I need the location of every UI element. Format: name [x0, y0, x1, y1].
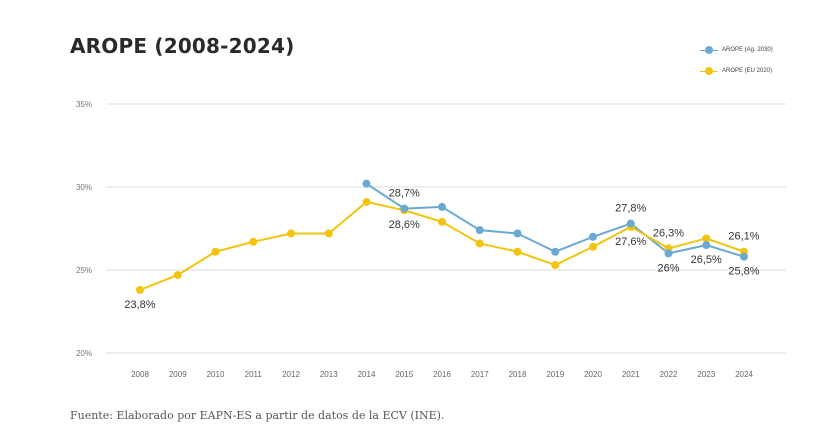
data-point-1	[324, 229, 333, 238]
chart-title: AROPE (2008-2024)	[70, 34, 295, 58]
x-tick-label: 2009	[169, 370, 187, 379]
y-tick-label: 35%	[76, 100, 92, 109]
data-label: 28,7%	[389, 188, 420, 200]
data-point-0	[513, 229, 522, 238]
data-label: 26,5%	[691, 254, 722, 266]
x-tick-label: 2024	[735, 370, 753, 379]
data-label: 26,1%	[728, 231, 759, 243]
data-label: 23,8%	[124, 299, 155, 311]
source-note: Fuente: Elaborado por EAPN-ES a partir d…	[70, 409, 445, 422]
data-label: 26,3%	[653, 227, 684, 239]
data-point-1	[438, 217, 446, 226]
data-point-0	[664, 249, 673, 258]
data-label: 26%	[657, 262, 679, 274]
data-point-1	[551, 261, 560, 270]
legend-label-ag2030: AROPE (Ag. 2030)	[722, 47, 773, 53]
data-point-1	[475, 239, 484, 248]
data-point-0	[589, 232, 597, 241]
legend-item-eu2020: AROPE (EU 2020)	[700, 67, 772, 75]
x-tick-label: 2017	[471, 370, 489, 379]
data-point-0	[475, 226, 484, 235]
data-point-0	[438, 202, 446, 211]
x-tick-label: 2016	[433, 370, 451, 379]
x-tick-label: 2013	[320, 370, 338, 379]
x-tick-label: 2023	[697, 370, 715, 379]
data-point-1	[589, 242, 597, 251]
data-point-1	[136, 285, 144, 294]
data-point-0	[362, 179, 371, 188]
data-point-1	[702, 234, 711, 243]
x-tick-label: 2012	[282, 370, 300, 379]
data-label: 27,8%	[615, 203, 646, 215]
data-point-0	[626, 219, 635, 228]
y-tick-label: 25%	[76, 266, 92, 275]
series-line-1	[139, 200, 745, 291]
legend-label-eu2020: AROPE (EU 2020)	[722, 68, 773, 74]
x-tick-label: 2014	[358, 370, 376, 379]
legend-swatch-ag2030	[700, 46, 718, 54]
data-point-0	[551, 247, 560, 256]
legend-swatch-eu2020	[700, 67, 718, 75]
data-point-1	[173, 270, 182, 279]
data-point-0	[702, 241, 711, 250]
data-point-1	[362, 197, 371, 206]
x-tick-label: 2020	[584, 370, 602, 379]
y-tick-label: 20%	[76, 349, 92, 358]
legend-item-ag2030: AROPE (Ag. 2030)	[700, 46, 773, 54]
data-point-0	[400, 204, 409, 213]
data-label: 25,8%	[728, 266, 759, 278]
data-label: 28,6%	[389, 219, 420, 231]
y-tick-label: 30%	[76, 183, 92, 192]
x-tick-label: 2019	[546, 370, 564, 379]
x-tick-label: 2021	[622, 370, 640, 379]
data-point-1	[249, 237, 258, 246]
data-label: 27,6%	[615, 236, 646, 248]
x-tick-label: 2015	[395, 370, 413, 379]
data-point-1	[287, 229, 295, 238]
x-tick-label: 2011	[245, 370, 263, 379]
data-point-1	[513, 247, 522, 256]
x-tick-label: 2022	[660, 370, 678, 379]
data-point-0	[740, 252, 748, 261]
data-point-1	[211, 247, 220, 256]
x-tick-label: 2008	[131, 370, 149, 379]
x-tick-label: 2010	[207, 370, 225, 379]
x-tick-label: 2018	[509, 370, 527, 379]
series-line-0	[365, 182, 745, 258]
